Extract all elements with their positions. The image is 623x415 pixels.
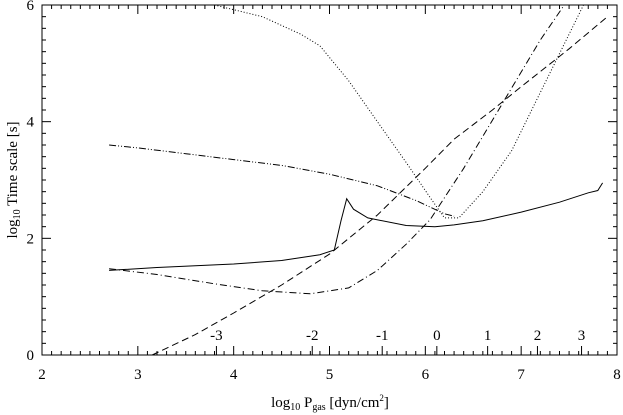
x-tick-label: 3	[134, 367, 142, 383]
series-line-solid	[109, 182, 604, 271]
y-tick-label: 0	[27, 348, 35, 364]
series-line-dashed	[151, 16, 608, 356]
inner-axis: -3 -2 -1 0 1 2 3	[210, 328, 585, 355]
plot-frame	[41, 4, 618, 356]
inner-axis-label: 0	[433, 328, 441, 344]
series-line-dashdotdot	[109, 144, 455, 217]
x-tick-label: 8	[613, 367, 621, 383]
x-tick-label: 7	[517, 367, 525, 383]
x-axis-label: log10 Pgas [dyn/cm2]	[271, 393, 389, 413]
x-tick-label: 6	[422, 367, 430, 383]
y-tick-label: 4	[27, 115, 35, 131]
series-line-dotted	[214, 4, 584, 219]
axis-ticks	[41, 4, 618, 356]
x-tick-label: 4	[230, 367, 238, 383]
series-line-dashdot	[109, 4, 565, 295]
x-tick-label: 5	[326, 367, 334, 383]
x-tick-label: 2	[38, 367, 46, 383]
inner-axis-label: -3	[210, 328, 223, 344]
y-axis-label: log10 Time scale [s]	[5, 121, 23, 238]
inner-axis-label: 2	[534, 328, 542, 344]
y-tick-label: 6	[27, 0, 35, 14]
inner-axis-label: -1	[376, 328, 389, 344]
inner-axis-label: -2	[306, 328, 319, 344]
y-tick-label: 2	[27, 231, 35, 247]
inner-axis-label: 1	[484, 328, 492, 344]
inner-axis-label: 3	[578, 328, 586, 344]
series-layer	[109, 4, 608, 356]
